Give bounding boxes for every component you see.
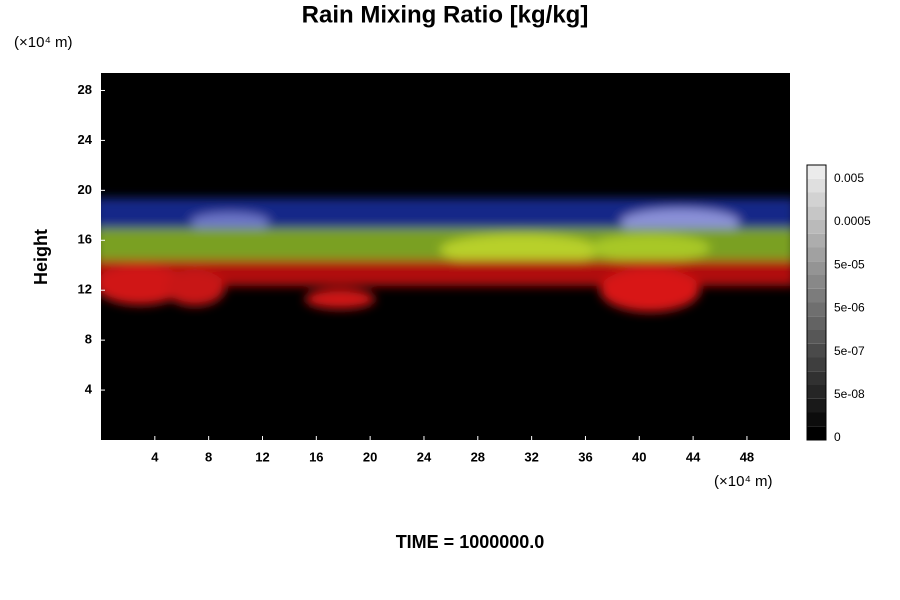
colorbar-band bbox=[807, 398, 826, 413]
colorbar-band bbox=[807, 233, 826, 248]
colorbar-band bbox=[807, 412, 826, 427]
x-tick-label: 8 bbox=[205, 449, 212, 464]
x-tick-label: 20 bbox=[363, 449, 377, 464]
colorbar-tick-label: 5e-07 bbox=[834, 344, 865, 358]
y-axis-label: Height bbox=[31, 229, 51, 285]
colorbar-band bbox=[807, 275, 826, 289]
chart-title: Rain Mixing Ratio [kg/kg] bbox=[302, 1, 589, 28]
x-unit: (×10⁴ m) bbox=[714, 473, 773, 490]
colorbar-band bbox=[807, 178, 826, 193]
colorbar-band bbox=[807, 192, 826, 207]
colorbar-tick-label: 0 bbox=[834, 430, 841, 444]
colorbar-tick-label: 5e-06 bbox=[834, 301, 865, 315]
y-tick-label: 20 bbox=[78, 182, 92, 197]
colorbar-band bbox=[807, 371, 826, 385]
x-tick-label: 12 bbox=[255, 449, 269, 464]
y-tick-label: 16 bbox=[78, 232, 92, 247]
colorbar-band bbox=[807, 206, 826, 220]
colorbar-band bbox=[807, 261, 826, 275]
y-tick-label: 12 bbox=[78, 282, 92, 297]
colorbar-band bbox=[807, 330, 826, 344]
colorbar-band bbox=[807, 343, 826, 358]
x-tick-label: 32 bbox=[524, 449, 538, 464]
y-tick-label: 8 bbox=[85, 332, 92, 347]
footer: TIME = 1000000.0 bbox=[396, 532, 545, 552]
x-tick-label: 36 bbox=[578, 449, 592, 464]
colorbar-band bbox=[807, 385, 826, 399]
colorbar-band bbox=[807, 288, 826, 303]
x-tick-label: 44 bbox=[686, 449, 701, 464]
colorbar-band bbox=[807, 316, 826, 330]
colorbar-tick-label: 5e-08 bbox=[834, 387, 865, 401]
colorbar: 0 5e-08 5e-07 5e-06 5e-05 0.0005 0.005 bbox=[806, 164, 871, 444]
x-tick-label: 24 bbox=[417, 449, 432, 464]
colorbar-tick-label: 0.0005 bbox=[834, 214, 871, 228]
y-unit: (×10⁴ m) bbox=[14, 34, 73, 51]
x-tick-label: 16 bbox=[309, 449, 323, 464]
y-tick-label: 24 bbox=[78, 132, 93, 147]
colorbar-tick-label: 5e-05 bbox=[834, 257, 865, 271]
x-tick-label: 28 bbox=[471, 449, 485, 464]
x-tick-label: 48 bbox=[740, 449, 754, 464]
x-tick-label: 40 bbox=[632, 449, 646, 464]
x-tick-label: 4 bbox=[151, 449, 159, 464]
colorbar-frame bbox=[806, 164, 827, 441]
colorbar-band bbox=[807, 220, 826, 234]
colorbar-band bbox=[807, 357, 826, 372]
colorbar-tick-label: 0.005 bbox=[834, 171, 864, 185]
y-tick-label: 4 bbox=[85, 382, 93, 397]
colorbar-band bbox=[807, 247, 826, 262]
colorbar-band bbox=[807, 165, 826, 179]
colorbar-band bbox=[807, 426, 826, 440]
field bbox=[101, 198, 790, 312]
colorbar-band bbox=[807, 302, 826, 317]
y-tick-label: 28 bbox=[78, 82, 92, 97]
